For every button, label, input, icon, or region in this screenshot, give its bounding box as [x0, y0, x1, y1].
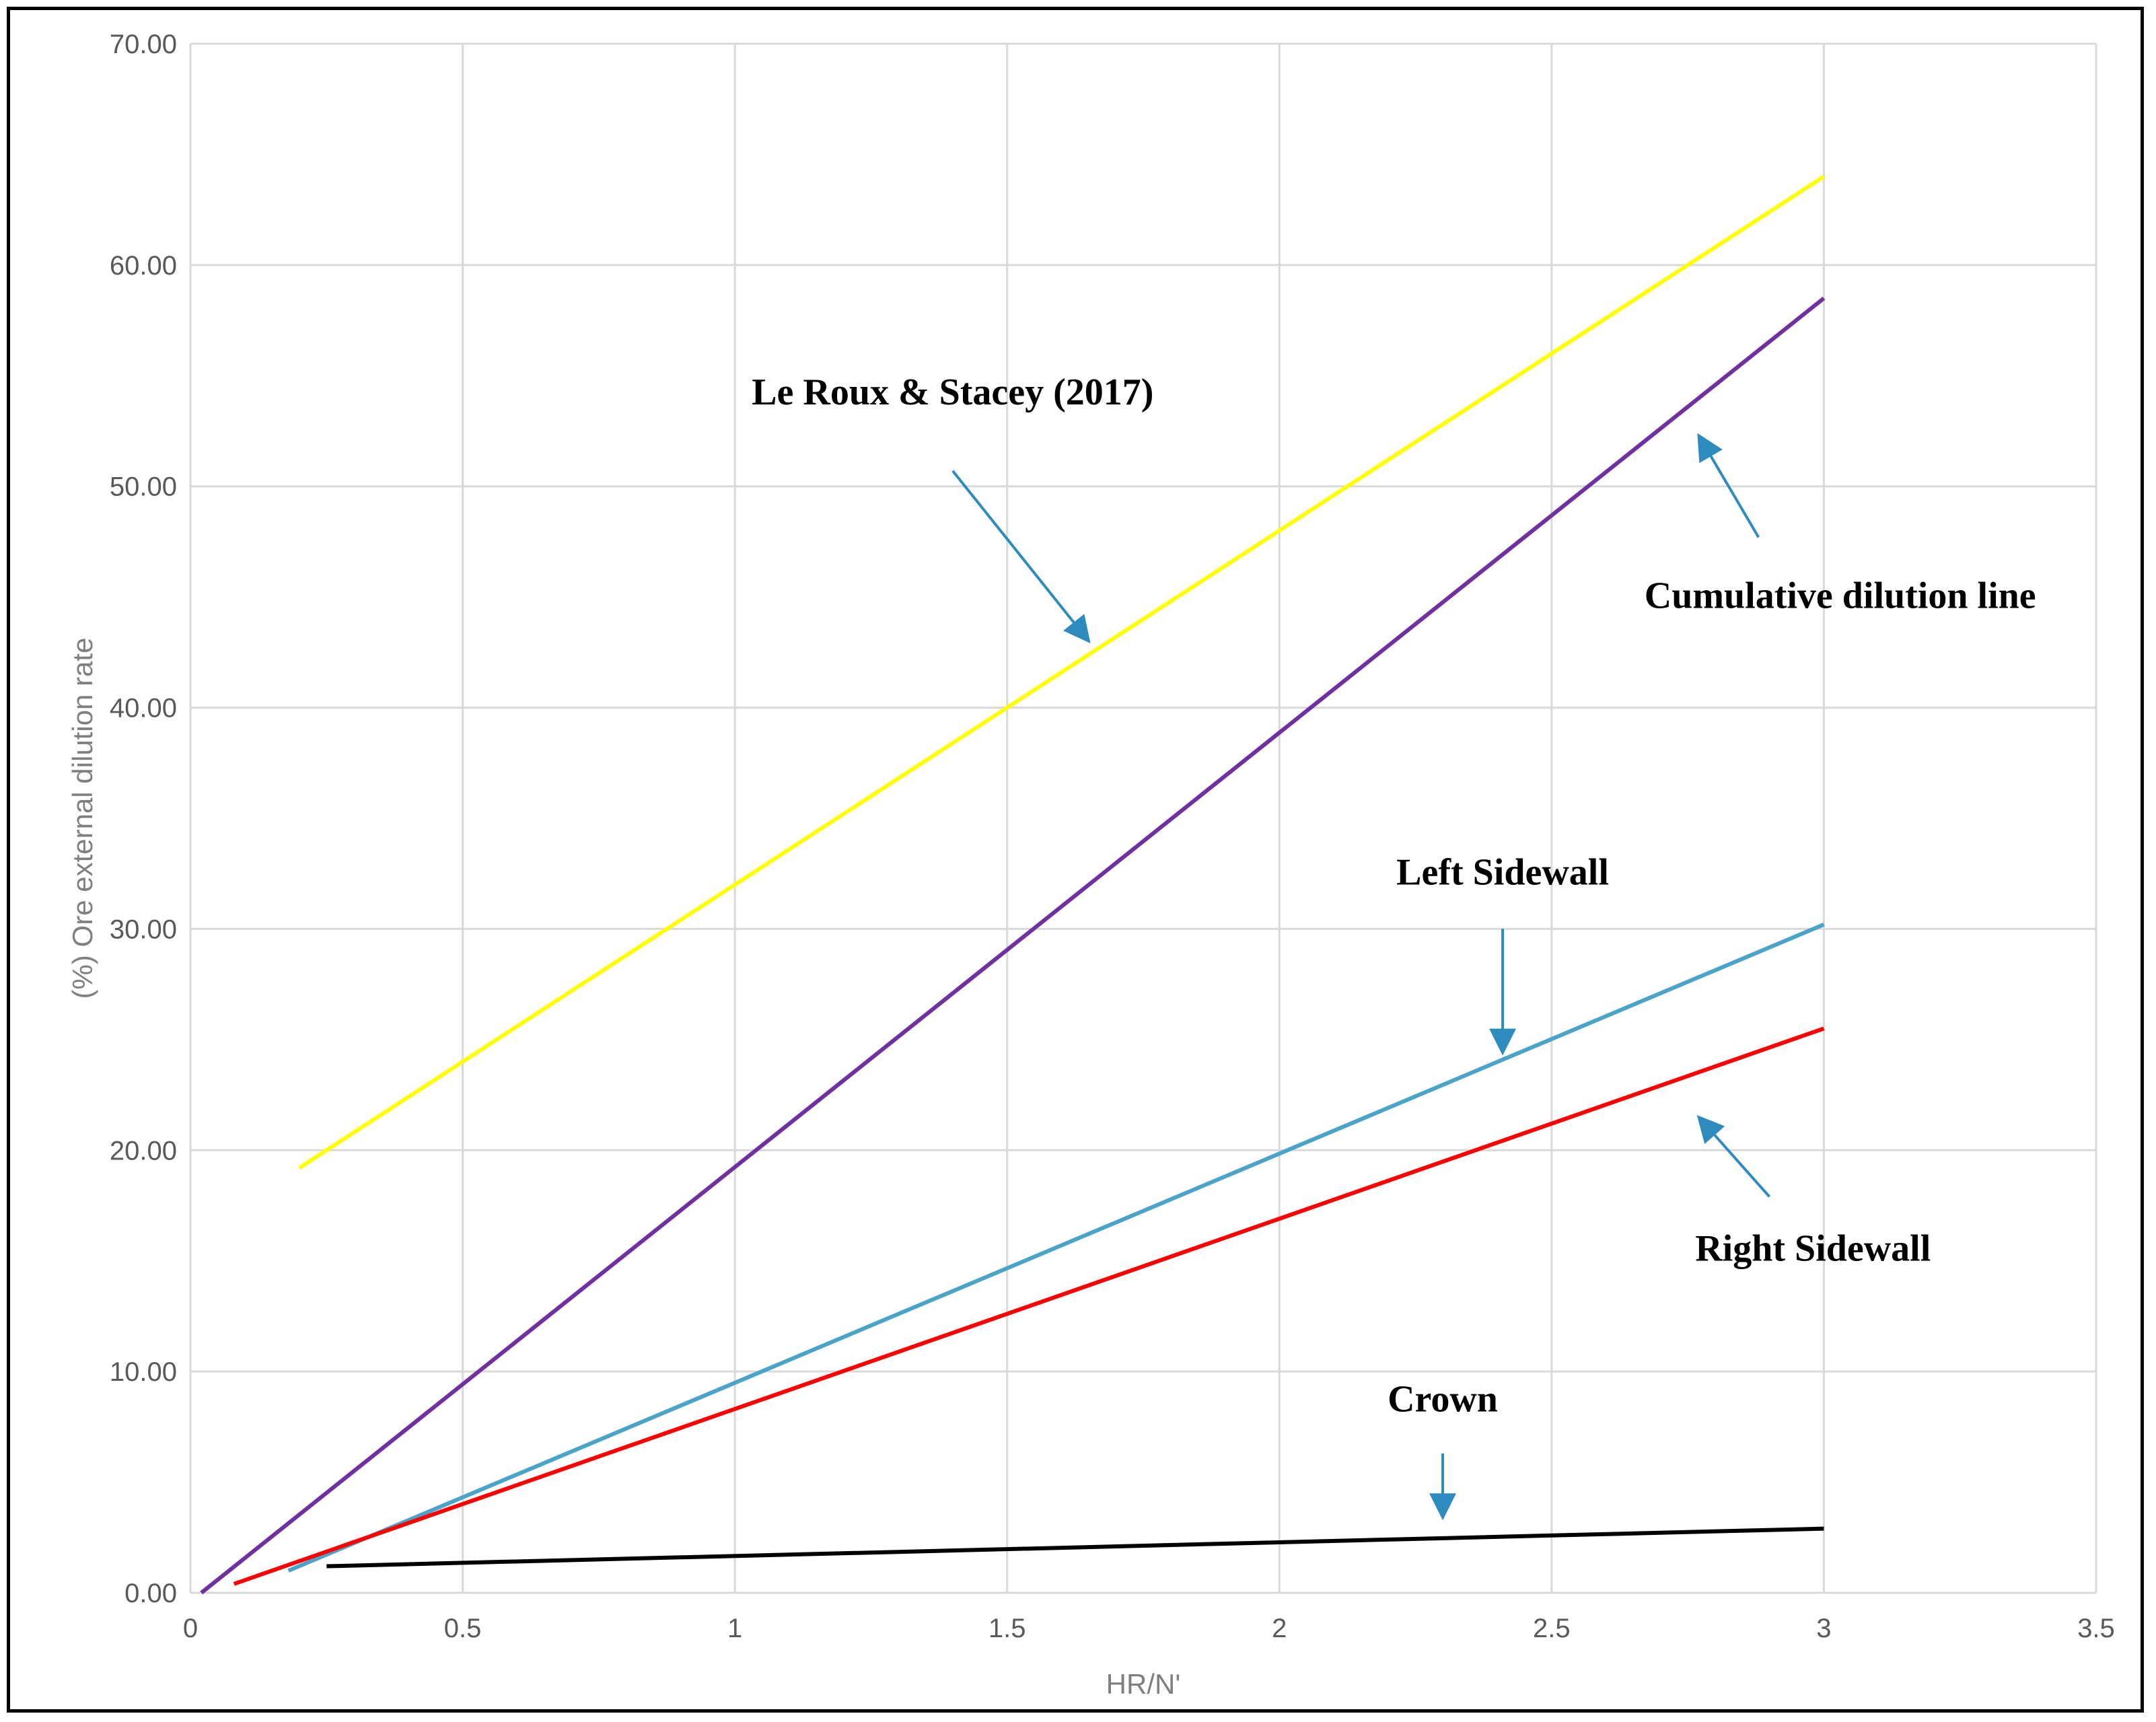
series-line-crown: [326, 1526, 1824, 1569]
annotation-arrow-cumulative-dilution-line: [1697, 433, 1760, 538]
annotation-label-cumulative-dilution-line: Cumulative dilution line: [1645, 575, 2036, 617]
series-line-le-roux-stacey-2017: [298, 174, 1826, 1170]
y-tick-label: 30.00: [110, 914, 177, 944]
y-tick-label: 50.00: [110, 472, 177, 502]
x-tick-label: 2: [1272, 1614, 1287, 1643]
y-axis-title: (%) Ore external dilution rate: [67, 638, 98, 999]
series-line-left-sidewall: [287, 923, 1825, 1573]
y-tick-label: 0.00: [124, 1579, 177, 1608]
y-tick-label: 20.00: [110, 1136, 177, 1165]
x-tick-label: 1: [727, 1614, 742, 1643]
annotation-label-crown: Crown: [1388, 1378, 1498, 1420]
y-tick-label: 40.00: [110, 694, 177, 723]
x-tick-label: 3.5: [2077, 1614, 2115, 1643]
x-axis-title: HR/N': [1106, 1668, 1181, 1700]
chart-frame: 0 0.5 1 1.5 2 2.5 3 3.5 0.00 10.00 20.00 30.00 40.00…: [7, 7, 2144, 1713]
x-tick-label: 2.5: [1533, 1614, 1571, 1643]
x-tick-label: 3: [1816, 1614, 1831, 1643]
x-tick-label: 1.5: [989, 1614, 1026, 1643]
series-line-right-sidewall: [233, 1026, 1825, 1586]
x-tick-label: 0: [183, 1614, 198, 1643]
annotation-label-le-roux-stacey-2017: Le Roux & Stacey (2017): [752, 371, 1153, 413]
y-tick-label: 70.00: [110, 30, 177, 59]
y-tick-label: 10.00: [110, 1357, 177, 1387]
annotation-label-right-sidewall: Right Sidewall: [1695, 1228, 1931, 1270]
annotation-arrow-le-roux-stacey-2017: [951, 470, 1091, 644]
series-line-cumulative-dilution-line: [200, 296, 1826, 1595]
line-chart: 0 0.5 1 1.5 2 2.5 3 3.5 0.00 10.00 20.00 30.00 40.00…: [67, 30, 2115, 1700]
y-tick-label: 60.00: [110, 251, 177, 281]
annotation-arrow-right-sidewall: [1696, 1114, 1771, 1198]
x-tick-label: 0.5: [444, 1614, 482, 1643]
annotation-label-left-sidewall: Left Sidewall: [1396, 852, 1609, 894]
